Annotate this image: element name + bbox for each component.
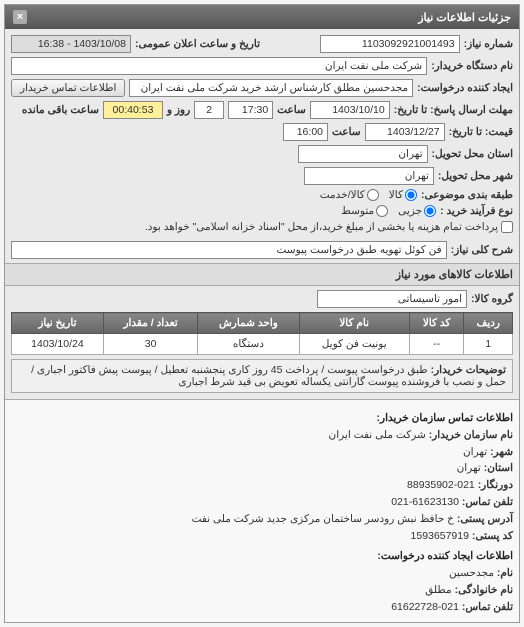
- deadline-label: مهلت ارسال پاسخ: تا تاریخ:: [394, 104, 513, 116]
- ctel-v: 021-61622728: [391, 601, 459, 613]
- th-name: نام کالا: [299, 313, 409, 334]
- req-no-field: 1103092921001493: [320, 35, 460, 53]
- days-remain-field: 2: [194, 101, 224, 119]
- pub-date-field: 1403/10/08 - 16:38: [11, 35, 131, 53]
- th-unit: واحد شمارش: [198, 313, 299, 334]
- fax-v: 021-88935902: [407, 479, 475, 491]
- deadline-date-field: 1403/10/10: [310, 101, 390, 119]
- city-label: شهر محل تحویل:: [438, 170, 513, 182]
- contact-creator-heading: اطلاعات ایجاد کننده درخواست:: [11, 548, 513, 565]
- addr-v: خ حافظ نبش رودسر ساختمان مرکزی جدید شرکت…: [192, 513, 454, 525]
- days-remain-label: روز و: [167, 104, 190, 116]
- th-code: کد کالا: [409, 313, 464, 334]
- panel-body: شماره نیاز: 1103092921001493 تاریخ و ساع…: [5, 29, 519, 399]
- purchase-type-radio-group: جزیی متوسط: [341, 205, 436, 217]
- lname-v: مطلق: [425, 584, 451, 596]
- category-label: طبقه بندی موضوعی:: [421, 189, 513, 201]
- city-field: تهران: [304, 167, 434, 185]
- requester-field: مجدحسین مطلق کارشناس ارشد خرید شرکت ملی …: [129, 79, 413, 97]
- cat-kala-radio[interactable]: کالا: [389, 189, 417, 201]
- th-qty: تعداد / مقدار: [103, 313, 197, 334]
- th-row: ردیف: [464, 313, 513, 334]
- countdown-field: 00:40:53: [103, 101, 163, 119]
- pub-date-label: تاریخ و ساعت اعلان عمومی:: [135, 38, 260, 50]
- lname-l: نام خانوادگی:: [455, 584, 513, 596]
- fax-l: دورنگار:: [478, 479, 513, 491]
- cell-row: 1: [464, 334, 513, 355]
- ctel-l: تلفن تماس:: [462, 601, 513, 613]
- panel-header: جزئیات اطلاعات نیاز ×: [5, 5, 519, 29]
- details-panel: جزئیات اطلاعات نیاز × شماره نیاز: 110309…: [4, 4, 520, 623]
- ccity-l: شهر:: [490, 446, 513, 458]
- org-v: شرکت ملی نفت ایران: [329, 429, 426, 441]
- treasury-checkbox[interactable]: پرداخت تمام هزینه یا بخشی از مبلغ خرید،ا…: [145, 221, 513, 233]
- buyer-desc-label: توضیحات خریدار:: [431, 364, 506, 376]
- quote-until-label: قیمت: تا تاریخ:: [449, 126, 513, 138]
- pt-motavaset-radio[interactable]: متوسط: [341, 205, 388, 217]
- table-row[interactable]: 1 -- یونیت فن کویل دستگاه 30 1403/10/24: [12, 334, 513, 355]
- goods-group-label: گروه کالا:: [471, 293, 513, 305]
- goods-table: ردیف کد کالا نام کالا واحد شمارش تعداد /…: [11, 312, 513, 355]
- cprov-l: استان:: [484, 462, 513, 474]
- table-header-row: ردیف کد کالا نام کالا واحد شمارش تعداد /…: [12, 313, 513, 334]
- quote-date-field: 1403/12/27: [365, 123, 445, 141]
- ccity-v: تهران: [463, 446, 487, 458]
- cell-date: 1403/10/24: [12, 334, 104, 355]
- zip-v: 1593657919: [411, 530, 469, 542]
- tel-v: 61623130-021: [391, 496, 459, 508]
- goods-group-field: امور تاسیساتی: [317, 290, 467, 308]
- need-title-label: شرح کلی نیاز:: [451, 244, 513, 256]
- category-radio-group: کالا کالا/خدمت: [320, 189, 417, 201]
- addr-l: آدرس پستی:: [457, 513, 513, 525]
- req-no-label: شماره نیاز:: [464, 38, 513, 50]
- time-label-1: ساعت: [277, 104, 306, 116]
- countdown-label: ساعت باقی مانده: [22, 104, 99, 116]
- buyer-org-field: شرکت ملی نفت ایران: [11, 57, 427, 75]
- time-label-2: ساعت: [332, 126, 361, 138]
- close-icon[interactable]: ×: [13, 10, 27, 24]
- name-v: مجدحسین: [449, 567, 494, 579]
- zip-l: کد پستی:: [472, 530, 513, 542]
- contact-info-button[interactable]: اطلاعات تماس خریدار: [11, 79, 125, 97]
- pt-jozi-radio[interactable]: جزیی: [398, 205, 436, 217]
- goods-section-title: اطلاعات کالاهای مورد نیاز: [5, 263, 519, 286]
- cell-name: یونیت فن کویل: [299, 334, 409, 355]
- quote-time-field: 16:00: [283, 123, 328, 141]
- buyer-desc-box: توضیحات خریدار: طبق درخواست پیوست / پردا…: [11, 359, 513, 393]
- requester-label: ایجاد کننده درخواست:: [417, 82, 513, 94]
- province-label: استان محل تحویل:: [432, 148, 513, 160]
- deadline-time-field: 17:30: [228, 101, 273, 119]
- panel-title: جزئیات اطلاعات نیاز: [418, 11, 511, 24]
- name-l: نام:: [497, 567, 513, 579]
- purchase-type-label: نوع فرآیند خرید :: [440, 205, 513, 217]
- province-field: تهران: [298, 145, 428, 163]
- buyer-org-label: نام دستگاه خریدار:: [431, 60, 513, 72]
- contact-org-heading: اطلاعات تماس سازمان خریدار:: [11, 410, 513, 427]
- cell-qty: 30: [103, 334, 197, 355]
- need-title-field: فن کوئل تهویه طبق درخواست پیوست: [11, 241, 447, 259]
- tel-l: تلفن تماس:: [462, 496, 513, 508]
- contact-section: اطلاعات تماس سازمان خریدار: نام سازمان خ…: [5, 399, 519, 622]
- th-date: تاریخ نیاز: [12, 313, 104, 334]
- cprov-v: تهران: [457, 462, 481, 474]
- cell-unit: دستگاه: [198, 334, 299, 355]
- cat-khadamat-radio[interactable]: کالا/خدمت: [320, 189, 379, 201]
- cell-code: --: [409, 334, 464, 355]
- org-l: نام سازمان خریدار:: [429, 429, 513, 441]
